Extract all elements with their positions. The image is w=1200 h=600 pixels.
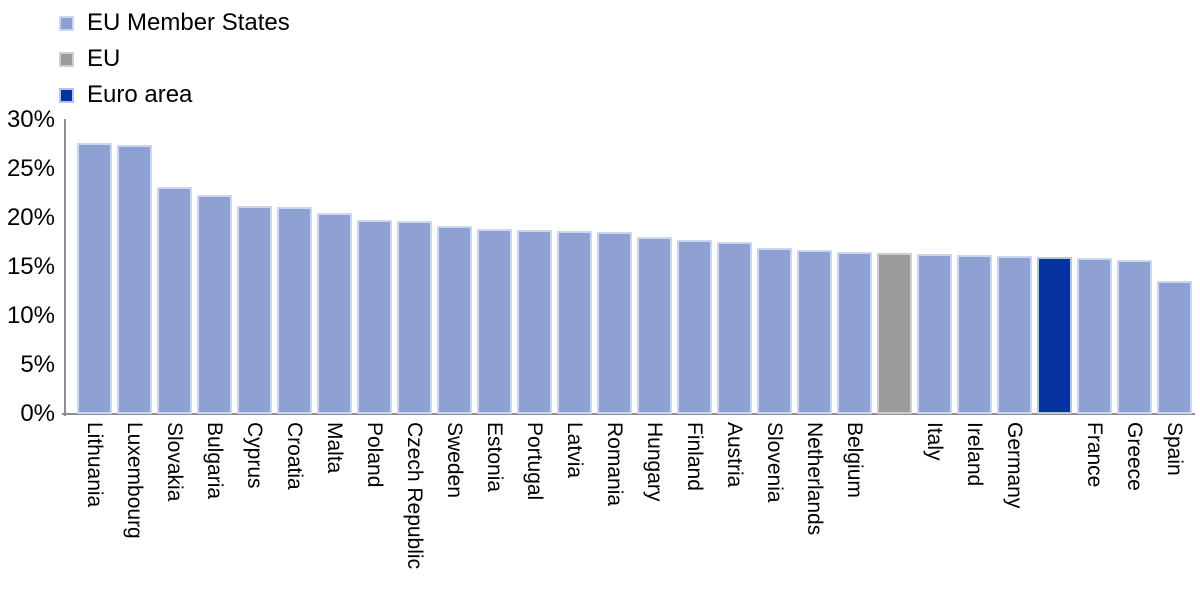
y-axis-line [64, 119, 66, 416]
bar-ireland[interactable] [957, 255, 992, 414]
x-axis-label-luxembourg: Luxembourg [123, 422, 146, 539]
legend-label: Euro area [87, 81, 193, 108]
legend-swatch-eu-member-states-icon [59, 15, 74, 31]
x-axis-label-romania: Romania [603, 422, 626, 507]
bar-poland[interactable] [357, 220, 392, 414]
bar-finland[interactable] [677, 240, 712, 414]
x-axis-label-slovakia: Slovakia [163, 422, 186, 502]
x-axis-label-france: France [1083, 422, 1106, 488]
x-axis-label-lithuania: Lithuania [83, 422, 106, 508]
x-axis-line [62, 413, 1195, 415]
bar-romania[interactable] [597, 232, 632, 414]
legend-swatch-eu-icon [59, 51, 74, 67]
y-axis-tick-label: 10% [6, 302, 55, 329]
x-axis-label-sweden: Sweden [443, 422, 466, 498]
x-axis-label-greece: Greece [1123, 422, 1146, 491]
x-axis-label-cyprus: Cyprus [243, 422, 266, 489]
bar-slovakia[interactable] [157, 187, 192, 414]
x-axis-label-malta: Malta [323, 422, 346, 474]
x-axis-label-belgium: Belgium [843, 422, 866, 498]
bar-croatia[interactable] [277, 207, 312, 414]
x-axis-label-spain: Spain [1163, 422, 1186, 476]
y-axis-tick-label: 20% [6, 204, 55, 231]
bar-france[interactable] [1077, 258, 1112, 414]
x-axis-label-austria: Austria [723, 422, 746, 488]
x-axis-label-germany: Germany [1003, 422, 1026, 509]
bar-greece[interactable] [1117, 260, 1152, 414]
x-axis-label-bulgaria: Bulgaria [203, 422, 226, 500]
x-axis-label-netherlands: Netherlands [803, 422, 826, 536]
bar-euro-area[interactable] [1037, 257, 1072, 414]
plot-area: Lithuania Luxembourg Slovakia Bulgaria Cypru… [65, 120, 1197, 569]
x-axis-label-czech-republic: Czech Republic [403, 422, 426, 570]
bar-malta[interactable] [317, 213, 352, 414]
y-axis-tick-label: 5% [20, 351, 55, 378]
x-axis-label-finland: Finland [683, 422, 706, 491]
bar-hungary[interactable] [637, 237, 672, 414]
bar-belgium[interactable] [837, 252, 872, 414]
y-axis-tick-label: 30% [6, 106, 55, 133]
x-axis-label-italy: Italy [923, 422, 946, 461]
bar-netherlands[interactable] [797, 250, 832, 414]
bar-spain[interactable] [1157, 281, 1192, 414]
x-axis-label-latvia: Latvia [563, 422, 586, 479]
legend-label: EU Member States [87, 9, 290, 36]
legend: EU Member States EU Euro area [59, 10, 290, 108]
x-axis-label-hungary: Hungary [643, 422, 666, 502]
x-axis-label-croatia: Croatia [283, 422, 306, 490]
bar-estonia[interactable] [477, 229, 512, 414]
bar-sweden[interactable] [437, 226, 472, 414]
bar-czech-republic[interactable] [397, 221, 432, 414]
y-axis-tick-label: 25% [6, 155, 55, 182]
bar-luxembourg[interactable] [117, 145, 152, 414]
bar-italy[interactable] [917, 254, 952, 414]
legend-item-euro-area[interactable]: Euro area [59, 82, 290, 108]
legend-label: EU [87, 45, 121, 72]
x-axis-label-poland: Poland [363, 422, 386, 488]
legend-item-eu-member-states[interactable]: EU Member States [59, 10, 290, 36]
bar-portugal[interactable] [517, 230, 552, 414]
bar-germany[interactable] [997, 256, 1032, 414]
y-axis-tick-label: 15% [6, 253, 55, 280]
bar-austria[interactable] [717, 242, 752, 414]
bar-cyprus[interactable] [237, 206, 272, 414]
bar-slovenia[interactable] [757, 248, 792, 414]
y-axis-tick-label: 0% [20, 400, 55, 427]
bar-bulgaria[interactable] [197, 195, 232, 414]
x-axis-label-portugal: Portugal [523, 422, 546, 501]
bar-lithuania[interactable] [77, 143, 112, 414]
bar-eu[interactable] [877, 253, 912, 414]
x-axis-label-ireland: Ireland [963, 422, 986, 487]
x-axis-label-slovenia: Slovenia [763, 422, 786, 503]
legend-swatch-euro-area-icon [59, 87, 74, 103]
x-axis-label-estonia: Estonia [483, 422, 506, 493]
bar-latvia[interactable] [557, 231, 592, 414]
legend-item-eu[interactable]: EU [59, 46, 290, 72]
